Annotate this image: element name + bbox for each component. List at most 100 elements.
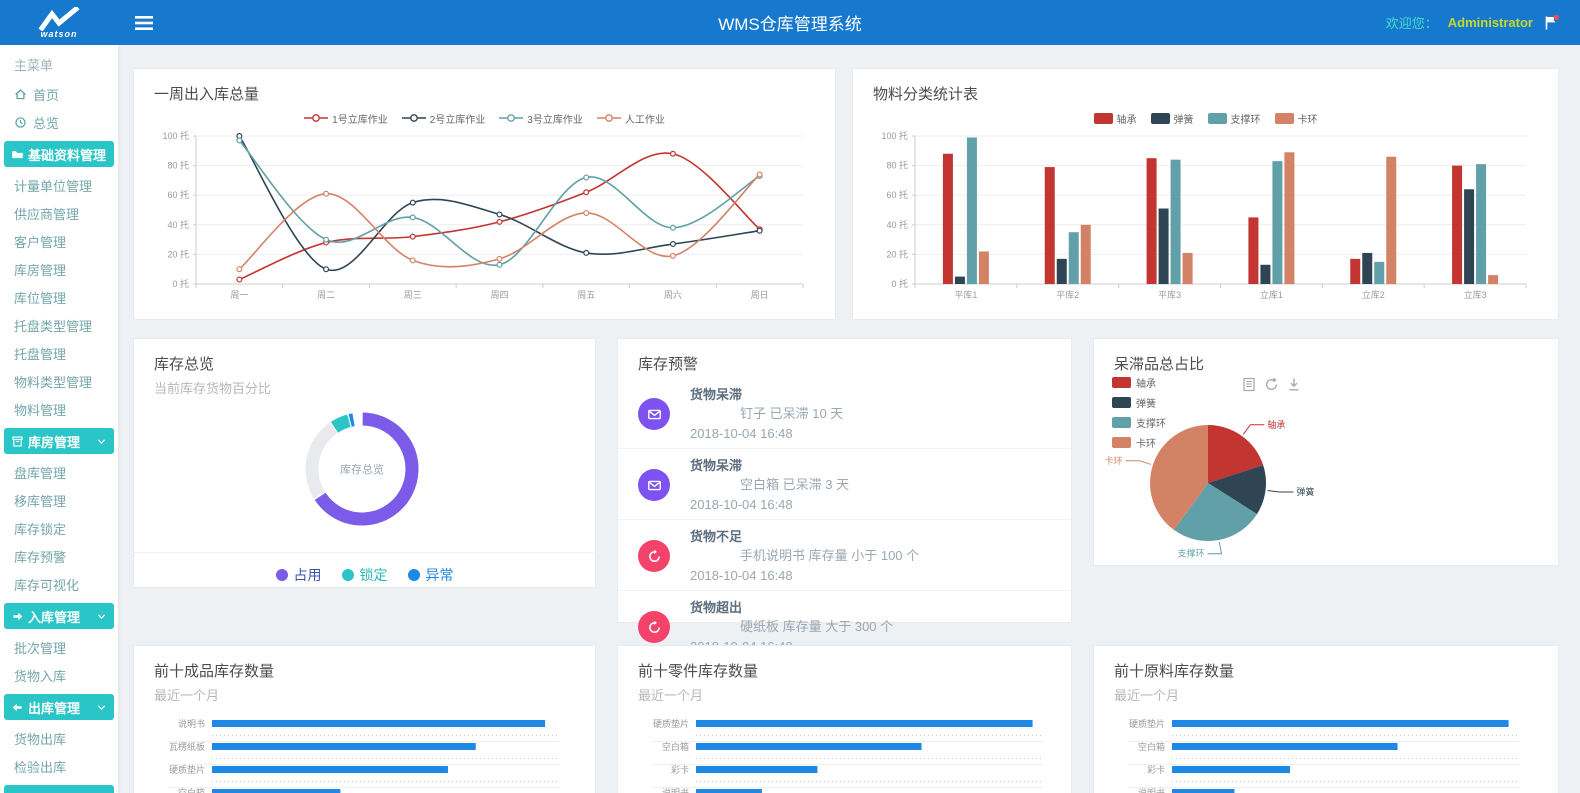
sidebar-item-托盘管理[interactable]: 托盘管理	[0, 339, 118, 367]
sidebar-item-库存可视化[interactable]: 库存可视化	[0, 570, 118, 598]
logo-text: watson	[40, 28, 78, 39]
download-icon[interactable]	[1287, 377, 1301, 392]
sidebar-item-label: 托盘类型管理	[14, 318, 93, 334]
svg-text:周二: 周二	[317, 290, 335, 300]
alert-item-货物呆滞[interactable]: 货物呆滞 空白箱 已呆滞 3 天 2018-10-04 16:48	[618, 449, 1071, 520]
alert-message: 钉子 已呆滞 10 天	[740, 406, 844, 421]
legend-item-占用[interactable]: 占用	[275, 565, 322, 585]
sidebar-item-计量单位管理[interactable]: 计量单位管理	[0, 171, 118, 199]
svg-text:周五: 周五	[577, 290, 595, 300]
sidebar-item-供应商管理[interactable]: 供应商管理	[0, 199, 118, 227]
sidebar-item-label: 移库管理	[14, 493, 67, 509]
sidebar-item-客户管理[interactable]: 客户管理	[0, 227, 118, 255]
legend-item-轴承[interactable]: 轴承	[1093, 111, 1137, 126]
raw-materials-hbar-chart: 硬质垫片 空白箱 彩卡 说明书	[1094, 712, 1558, 793]
legend-item-人工作业[interactable]: 人工作业	[596, 111, 665, 126]
app-logo[interactable]: watson	[0, 0, 118, 45]
sidebar-item-货物入库[interactable]: 货物入库	[0, 661, 118, 689]
gauge-icon	[638, 540, 670, 572]
alert-type: 货物不足	[690, 529, 743, 544]
legend-item-支撑环[interactable]: 支撑环	[1207, 111, 1261, 126]
svg-text:说明书: 说明书	[662, 787, 689, 793]
weekly-line-chart: 0 托 20 托 40 托 60 托 80 托 100 托周一 周二 周三 周四 周五 周六 周日	[134, 128, 835, 311]
legend-item-弹簧[interactable]: 弹簧	[1150, 111, 1194, 126]
hamburger-menu-icon[interactable]	[134, 15, 154, 31]
svg-text:弹簧: 弹簧	[1296, 486, 1314, 497]
sidebar-item-批次管理[interactable]: 批次管理	[0, 633, 118, 661]
alert-item-货物呆滞[interactable]: 货物呆滞 钉子 已呆滞 10 天 2018-10-04 16:48	[618, 378, 1071, 449]
sidebar-section-库房管理[interactable]: 库房管理	[4, 428, 114, 454]
card-subtitle: 当前库存货物百分比	[154, 381, 272, 396]
svg-text:40 托: 40 托	[886, 219, 908, 230]
main-content: 一周出入库总量 1号立库作业 2号立库作业 3号立库作业 人工作业 0 托 20 托 40…	[118, 45, 1580, 793]
svg-text:空白箱: 空白箱	[1138, 741, 1165, 752]
inventory-donut-chart: 库存总览	[134, 397, 595, 544]
sidebar-section-partial-bottom[interactable]	[4, 785, 114, 793]
sidebar-item-盘库管理[interactable]: 盘库管理	[0, 458, 118, 486]
svg-text:40 托: 40 托	[167, 219, 189, 230]
legend-item-1号立库作业[interactable]: 1号立库作业	[304, 111, 388, 126]
svg-text:周六: 周六	[664, 289, 682, 300]
legend-item-支撑环[interactable]: 支撑环	[1112, 415, 1166, 430]
svg-text:硬质垫片: 硬质垫片	[1129, 718, 1165, 729]
alert-type: 货物呆滞	[690, 387, 743, 402]
sidebar-item-库存锁定[interactable]: 库存锁定	[0, 514, 118, 542]
sidebar-item-检验出库[interactable]: 检验出库	[0, 752, 118, 780]
chevron-down-icon	[96, 436, 107, 447]
legend-item-卡环[interactable]: 卡环	[1274, 111, 1318, 126]
svg-text:轴承: 轴承	[1267, 419, 1285, 430]
sidebar-item-库存预警[interactable]: 库存预警	[0, 542, 118, 570]
legend-item-3号立库作业[interactable]: 3号立库作业	[499, 111, 583, 126]
alert-item-货物不足[interactable]: 货物不足 手机说明书 库存量 小于 100 个 2018-10-04 16:48	[618, 520, 1071, 591]
svg-text:支撑环: 支撑环	[1177, 548, 1204, 559]
legend-item-轴承[interactable]: 轴承	[1112, 375, 1166, 390]
sidebar-item-总览[interactable]: 总览	[0, 108, 118, 136]
svg-text:硬质垫片: 硬质垫片	[653, 718, 689, 729]
svg-text:彩卡: 彩卡	[1147, 764, 1165, 775]
sidebar-item-物料管理[interactable]: 物料管理	[0, 395, 118, 423]
legend-item-弹簧[interactable]: 弹簧	[1112, 395, 1166, 410]
box-icon	[11, 435, 24, 448]
alert-timestamp: 2018-10-04 16:48	[690, 497, 793, 512]
sidebar-section-基础资料管理[interactable]: 基础资料管理	[4, 141, 114, 167]
legend-item-卡环[interactable]: 卡环	[1112, 435, 1166, 450]
sidebar-section-label: 主菜单	[14, 58, 54, 73]
card-subtitle: 最近一个月	[638, 688, 704, 703]
sidebar-item-库房管理[interactable]: 库房管理	[0, 255, 118, 283]
legend-item-2号立库作业[interactable]: 2号立库作业	[401, 111, 485, 126]
sidebar-section-出库管理[interactable]: 出库管理	[4, 694, 114, 720]
legend-item-锁定[interactable]: 锁定	[341, 565, 388, 585]
legend-item-异常[interactable]: 异常	[407, 565, 454, 585]
legend-swatch	[1112, 417, 1131, 428]
sidebar-item-label: 物料类型管理	[14, 374, 93, 390]
watson-logo-icon	[38, 6, 80, 31]
flag-notification-icon[interactable]	[1543, 14, 1560, 31]
refresh-icon[interactable]	[1264, 377, 1279, 392]
sidebar-item-label: 基础资料管理	[28, 147, 107, 163]
data-view-icon[interactable]	[1242, 377, 1256, 392]
alert-message: 硬纸板 库存量 大于 300 个	[740, 619, 894, 634]
sidebar-item-库位管理[interactable]: 库位管理	[0, 283, 118, 311]
svg-text:说明书: 说明书	[178, 718, 205, 729]
envelope-icon	[638, 469, 670, 501]
svg-text:100 托: 100 托	[162, 130, 189, 141]
svg-text:80 托: 80 托	[167, 160, 189, 171]
svg-text:立库3: 立库3	[1464, 289, 1487, 300]
sidebar-item-首页[interactable]: 首页	[0, 80, 118, 108]
arrow-right-icon	[11, 610, 24, 623]
sidebar-section-入库管理[interactable]: 入库管理	[4, 603, 114, 629]
pie-legend: 轴承 弹簧 支撑环 卡环	[1112, 375, 1166, 450]
username[interactable]: Administrator	[1447, 15, 1533, 30]
sidebar-item-label: 库存预警	[14, 549, 67, 565]
sidebar-item-货物出库[interactable]: 货物出库	[0, 724, 118, 752]
sidebar-item-物料类型管理[interactable]: 物料类型管理	[0, 367, 118, 395]
sidebar-item-移库管理[interactable]: 移库管理	[0, 486, 118, 514]
folder-icon	[11, 148, 24, 161]
sidebar-item-托盘类型管理[interactable]: 托盘类型管理	[0, 311, 118, 339]
weekly-line-chart-svg: 0 托 20 托 40 托 60 托 80 托 100 托周一 周二 周三 周四 周五 周六 周日	[162, 130, 804, 300]
svg-text:周三: 周三	[404, 290, 422, 300]
legend-label: 占用	[293, 567, 322, 583]
donut-legend: 占用 锁定 异常	[134, 553, 595, 597]
